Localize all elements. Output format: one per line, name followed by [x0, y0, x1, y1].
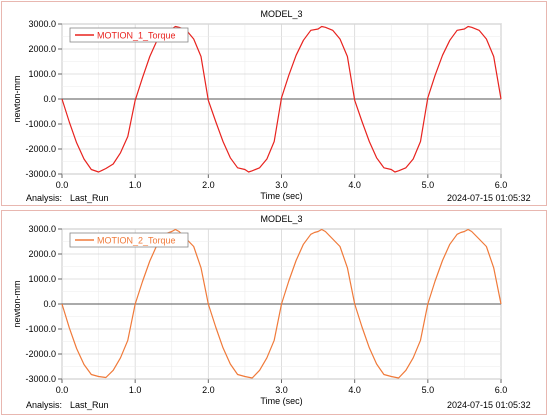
y-tick-label: -3000.0	[25, 169, 56, 179]
timestamp: 2024-07-15 01:05:32	[447, 400, 531, 410]
x-tick-label: 3.0	[275, 180, 288, 190]
x-tick-label: 6.0	[495, 385, 508, 395]
legend-box	[69, 27, 189, 43]
legend-box	[69, 232, 189, 248]
y-tick-label: -2000.0	[25, 144, 56, 154]
x-tick-label: 5.0	[422, 385, 435, 395]
y-axis-label: newton-mm	[12, 280, 22, 327]
y-tick-label: 3000.0	[28, 224, 56, 234]
x-axis-label: Time (sec)	[260, 396, 302, 406]
y-tick-label: 2000.0	[28, 249, 56, 259]
y-tick-label: -2000.0	[25, 349, 56, 359]
series-line	[61, 228, 502, 379]
y-tick-label: 0.0	[43, 299, 56, 309]
legend-label: MOTION_1_Torque	[97, 31, 176, 41]
analysis-label: Analysis:	[26, 400, 63, 410]
y-tick-label: 1000.0	[28, 274, 56, 284]
x-tick-label: 2.0	[202, 180, 215, 190]
x-tick-label: 1.0	[129, 385, 142, 395]
analysis-value: Last_Run	[70, 193, 109, 203]
y-tick-label: -3000.0	[25, 374, 56, 384]
y-tick-label: 2000.0	[28, 44, 56, 54]
x-tick-label: 1.0	[129, 180, 142, 190]
x-tick-label: 3.0	[275, 385, 288, 395]
x-axis-label: Time (sec)	[260, 191, 302, 201]
x-tick-label: 4.0	[348, 180, 361, 190]
analysis-value: Last_Run	[70, 400, 109, 410]
x-tick-label: 5.0	[422, 180, 435, 190]
legend-label: MOTION_2_Torque	[97, 236, 176, 246]
x-tick-label: 4.0	[348, 385, 361, 395]
chart-title: MODEL_3	[260, 214, 302, 224]
y-tick-label: -1000.0	[25, 119, 56, 129]
x-tick-label: 6.0	[495, 180, 508, 190]
y-axis-label: newton-mm	[12, 75, 22, 122]
y-tick-label: 0.0	[43, 94, 56, 104]
x-tick-label: 0.0	[56, 385, 69, 395]
x-tick-label: 2.0	[202, 385, 215, 395]
chart-panel-2: MODEL_3 0.0 1.0 2.0 3.0 4.0 5.0 6.0 3000.0 2000.0…	[1, 210, 547, 415]
series-line	[61, 25, 502, 173]
chart-title: MODEL_3	[260, 9, 302, 19]
x-tick-label: 0.0	[56, 180, 69, 190]
chart-panel-1: MODEL_3 0.0 1.0 2.0 3.0 4.0 5.0 6.0 3000.0 2000.0…	[1, 1, 547, 206]
timestamp: 2024-07-15 01:05:32	[447, 193, 531, 203]
y-tick-label: -1000.0	[25, 324, 56, 334]
y-tick-label: 1000.0	[28, 69, 56, 79]
analysis-label: Analysis:	[26, 193, 63, 203]
chart-1: MODEL_3 0.0 1.0 2.0 3.0 4.0 5.0 6.0 3000.0 2000.0…	[12, 9, 508, 201]
chart-2: MODEL_3 0.0 1.0 2.0 3.0 4.0 5.0 6.0 3000.0 2000.0…	[12, 214, 508, 406]
y-tick-label: 3000.0	[28, 19, 56, 29]
